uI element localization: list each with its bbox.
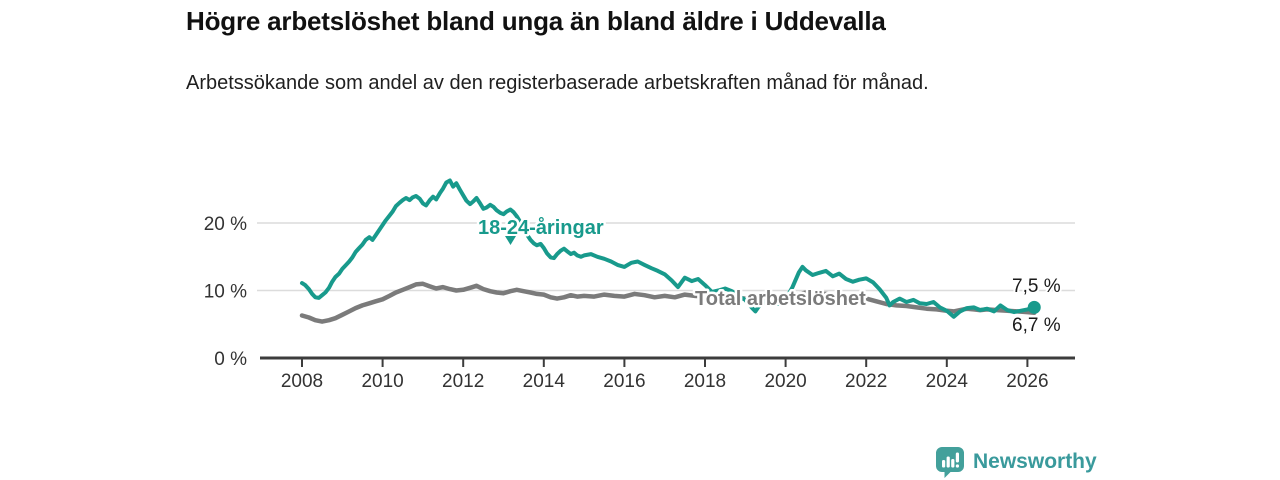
line-18-24-aringar	[300, 178, 1037, 319]
y-axis-tick-label: 0 %	[214, 349, 247, 370]
x-axis-tick-label: 2026	[1006, 371, 1048, 392]
x-axis-tick-label: 2014	[523, 371, 566, 392]
x-axis-tick-label: 2024	[926, 371, 969, 392]
gridlines	[257, 222, 1075, 292]
newsworthy-logo-icon	[936, 446, 964, 478]
series-label-young: 18-24-åringar	[478, 216, 604, 239]
series-label-total: Total arbetslöshet	[695, 288, 866, 310]
x-axis-tick-label: 2008	[281, 371, 323, 392]
x-axis-tick-label: 2010	[361, 371, 403, 392]
triangle-down-icon	[505, 236, 516, 245]
page-title: Högre arbetslöshet bland unga än bland ä…	[186, 6, 886, 36]
end-value-label-young: 7,5 %	[1012, 276, 1061, 297]
end-value-label-total: 6,7 %	[1012, 315, 1061, 336]
x-axis-tick-label: 2022	[845, 371, 887, 392]
x-axis-tick-label: 2020	[764, 371, 806, 392]
axis-labels: 2008 2010 2012 2014 2016 2018 2020 2022 2024 2026…	[204, 214, 1049, 392]
y-axis-tick-label: 20 %	[204, 214, 247, 235]
page-subtitle: Arbetssökande som andel av den registerb…	[186, 72, 929, 94]
x-axis-tick-label: 2016	[603, 371, 645, 392]
x-axis	[260, 356, 1075, 367]
series-lines	[299, 178, 1041, 324]
x-axis-tick-label: 2012	[442, 371, 484, 392]
brand-name: Newsworthy	[973, 450, 1097, 473]
newsworthy-brand: Newsworthy	[936, 446, 1097, 478]
x-axis-tick-label: 2018	[684, 371, 726, 392]
series-end-dot	[1027, 300, 1041, 314]
line-total-arbetsloshet	[299, 281, 1037, 324]
y-axis-tick-label: 10 %	[204, 282, 247, 303]
